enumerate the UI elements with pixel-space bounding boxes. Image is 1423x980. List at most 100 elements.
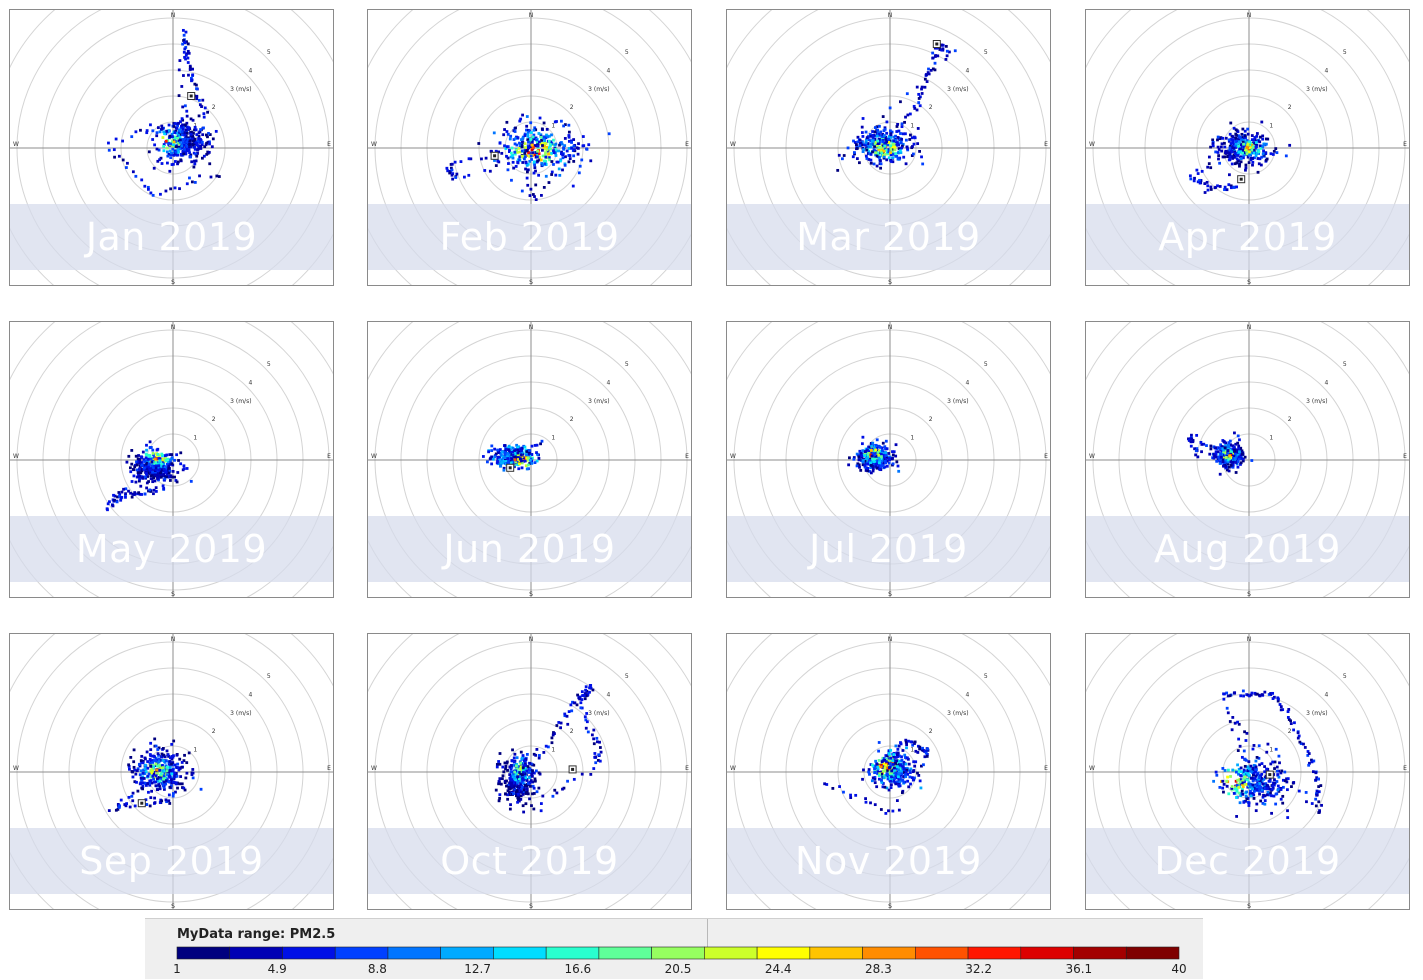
direction-label: N: [888, 12, 893, 19]
data-point: [571, 700, 574, 704]
data-point: [179, 126, 183, 130]
data-point: [149, 123, 152, 127]
data-point: [1251, 163, 1254, 167]
data-point: [900, 125, 904, 129]
data-point: [1296, 736, 1300, 740]
data-point: [536, 149, 539, 153]
month-label: Sep 2019: [10, 828, 333, 894]
data-point: [1269, 791, 1272, 795]
data-point: [487, 450, 491, 454]
data-point: [905, 743, 908, 747]
data-point: [1237, 137, 1240, 141]
data-point: [1252, 786, 1256, 790]
data-point: [902, 775, 906, 779]
data-point: [178, 140, 182, 144]
data-point: [168, 775, 172, 779]
data-point: [181, 125, 185, 129]
ring-label: 5: [1343, 49, 1347, 56]
data-point: [191, 143, 195, 147]
data-point: [182, 786, 186, 790]
data-point: [915, 108, 919, 112]
data-point: [871, 441, 875, 445]
data-point: [912, 760, 916, 764]
data-point: [180, 153, 183, 157]
data-point: [562, 124, 566, 128]
data-point: [184, 128, 188, 132]
data-point: [159, 475, 163, 479]
ring-label: 2: [1288, 104, 1292, 111]
data-point: [860, 143, 863, 147]
data-point: [1239, 150, 1242, 153]
data-point: [1233, 155, 1236, 159]
data-point: [1233, 152, 1237, 155]
data-point: [520, 767, 524, 771]
data-point: [524, 776, 528, 780]
data-point: [852, 456, 856, 459]
data-point: [879, 462, 883, 466]
data-point: [1217, 148, 1221, 151]
data-point: [131, 492, 135, 496]
data-point: [889, 764, 893, 768]
data-point: [1230, 454, 1234, 458]
data-point: [595, 736, 599, 740]
data-point: [855, 464, 859, 468]
data-point: [879, 149, 883, 153]
data-point: [908, 112, 912, 116]
data-point: [914, 760, 918, 764]
data-point: [168, 469, 172, 473]
data-point: [1306, 754, 1310, 757]
ring-label: 2: [570, 416, 574, 423]
data-point: [866, 152, 870, 155]
data-point: [1240, 138, 1244, 142]
data-point: [146, 782, 150, 786]
data-point: [884, 137, 888, 141]
legend-swatch: [334, 946, 389, 960]
data-point: [203, 145, 207, 149]
data-point: [1240, 781, 1244, 785]
legend-swatch: [809, 946, 863, 960]
data-point: [129, 755, 133, 759]
data-point: [1209, 185, 1213, 189]
legend-swatch: [915, 946, 969, 960]
data-point: [523, 155, 527, 159]
data-point: [138, 467, 142, 471]
data-point: [1241, 792, 1245, 796]
data-point: [1231, 135, 1235, 139]
data-point: [533, 126, 537, 130]
data-point: [149, 769, 153, 773]
data-point: [518, 779, 522, 783]
data-point: [1247, 782, 1251, 786]
data-point: [164, 782, 168, 786]
data-point: [1261, 152, 1265, 156]
data-point: [541, 148, 544, 152]
data-point: [520, 461, 524, 465]
data-point: [513, 455, 517, 458]
data-point: [124, 493, 127, 497]
data-point: [115, 500, 119, 504]
data-point: [516, 775, 520, 779]
data-point: [584, 685, 588, 689]
data-point: [522, 759, 526, 762]
data-point: [496, 159, 500, 163]
data-point: [1254, 759, 1258, 763]
data-point: [912, 152, 915, 156]
data-point: [872, 142, 875, 146]
data-point: [163, 772, 167, 776]
data-point: [918, 104, 922, 108]
data-point: [114, 808, 118, 812]
data-point: [891, 160, 895, 164]
data-point: [1271, 691, 1275, 695]
data-point: [498, 141, 502, 145]
data-point: [1251, 783, 1255, 787]
data-point: [912, 142, 916, 146]
data-point: [1257, 150, 1261, 154]
data-point: [557, 167, 561, 171]
legend-tick-label: 8.8: [368, 962, 387, 976]
data-point: [881, 782, 885, 785]
data-point: [894, 443, 898, 447]
data-point: [499, 453, 503, 457]
data-point: [888, 766, 891, 769]
data-point: [162, 780, 166, 784]
data-point: [524, 762, 527, 765]
